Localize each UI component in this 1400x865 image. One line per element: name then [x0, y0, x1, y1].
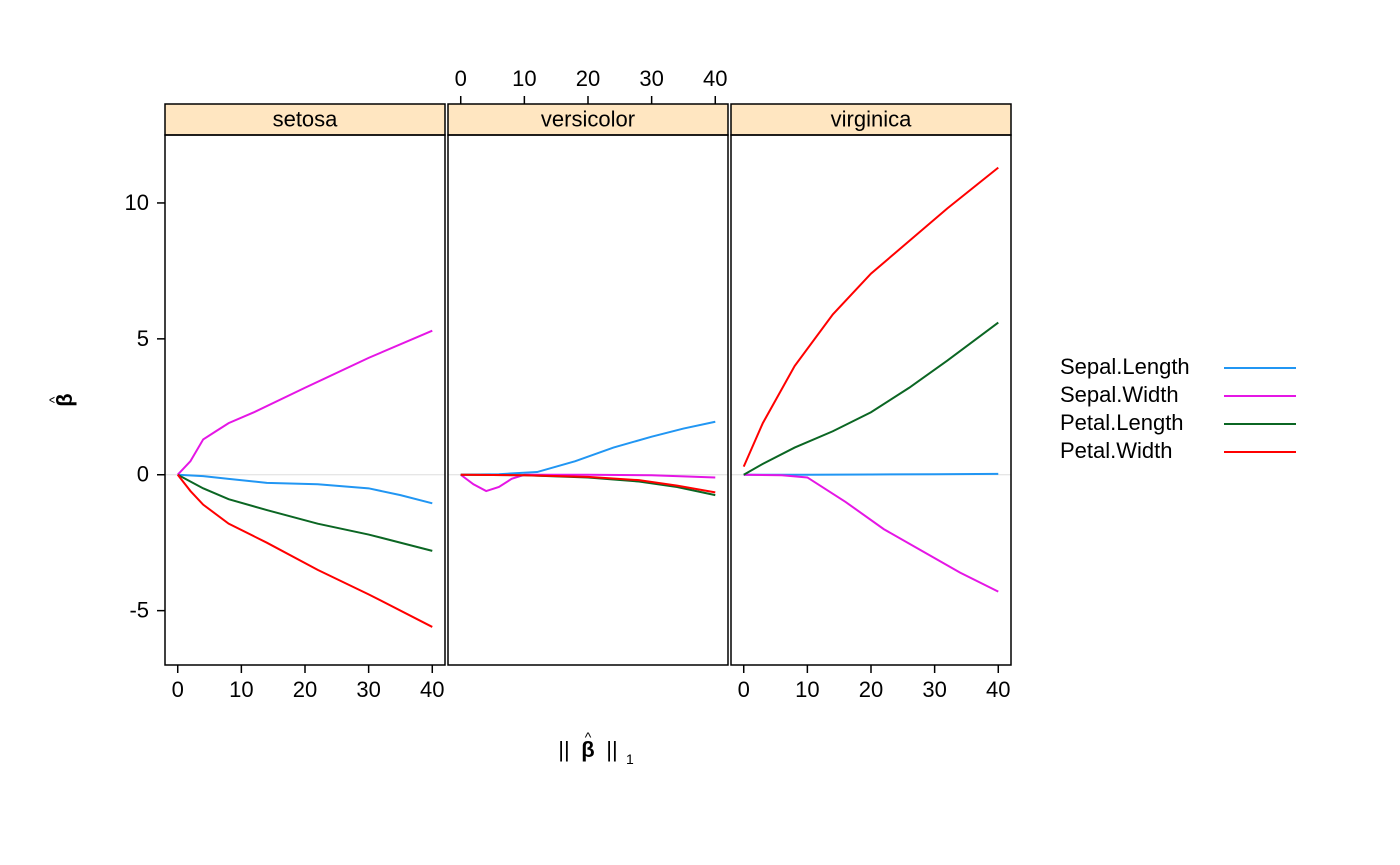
x-tick-label: 20: [293, 677, 317, 702]
panel-strip-label: versicolor: [541, 106, 635, 131]
svg-text:||: ||: [558, 737, 569, 762]
panel-strip-label: setosa: [273, 106, 339, 131]
series-petal-width: [178, 475, 433, 627]
lattice-chart: setosa010203040versicolor010203040virgin…: [0, 0, 1400, 865]
panel-border: [165, 135, 445, 665]
y-tick-label: -5: [129, 598, 149, 623]
series-petal-length: [744, 323, 999, 475]
x-tick-label: 40: [420, 677, 444, 702]
legend-label: Petal.Length: [1060, 410, 1184, 435]
series-petal-width: [461, 475, 716, 493]
legend-label: Sepal.Width: [1060, 382, 1179, 407]
x-tick-label: 40: [986, 677, 1010, 702]
series-petal-width: [744, 168, 999, 467]
series-sepal-width: [744, 475, 999, 592]
y-axis-title: β^: [46, 393, 77, 406]
series-petal-length: [178, 475, 433, 551]
x-tick-label: 20: [859, 677, 883, 702]
series-sepal-length: [461, 422, 716, 475]
panel-strip-label: virginica: [831, 106, 912, 131]
x-tick-label: 30: [356, 677, 380, 702]
svg-text:^: ^: [46, 396, 62, 403]
y-tick-label: 5: [137, 326, 149, 351]
x-tick-label: 30: [922, 677, 946, 702]
legend-label: Petal.Width: [1060, 438, 1173, 463]
x-tick-label-top: 30: [639, 66, 663, 91]
x-axis-title: ||β^||1: [558, 729, 634, 767]
x-tick-label: 10: [229, 677, 253, 702]
x-tick-label: 0: [172, 677, 184, 702]
y-tick-label: 10: [125, 190, 149, 215]
svg-text:1: 1: [626, 751, 634, 767]
x-tick-label: 10: [795, 677, 819, 702]
svg-text:^: ^: [585, 729, 592, 745]
y-tick-label: 0: [137, 462, 149, 487]
panel-border: [731, 135, 1011, 665]
series-sepal-length: [178, 475, 433, 504]
series-sepal-width: [178, 331, 433, 475]
svg-text:||: ||: [606, 737, 617, 762]
x-tick-label-top: 40: [703, 66, 727, 91]
x-tick-label: 0: [738, 677, 750, 702]
x-tick-label-top: 20: [576, 66, 600, 91]
x-tick-label-top: 10: [512, 66, 536, 91]
x-tick-label-top: 0: [455, 66, 467, 91]
legend-label: Sepal.Length: [1060, 354, 1190, 379]
panel-border: [448, 135, 728, 665]
